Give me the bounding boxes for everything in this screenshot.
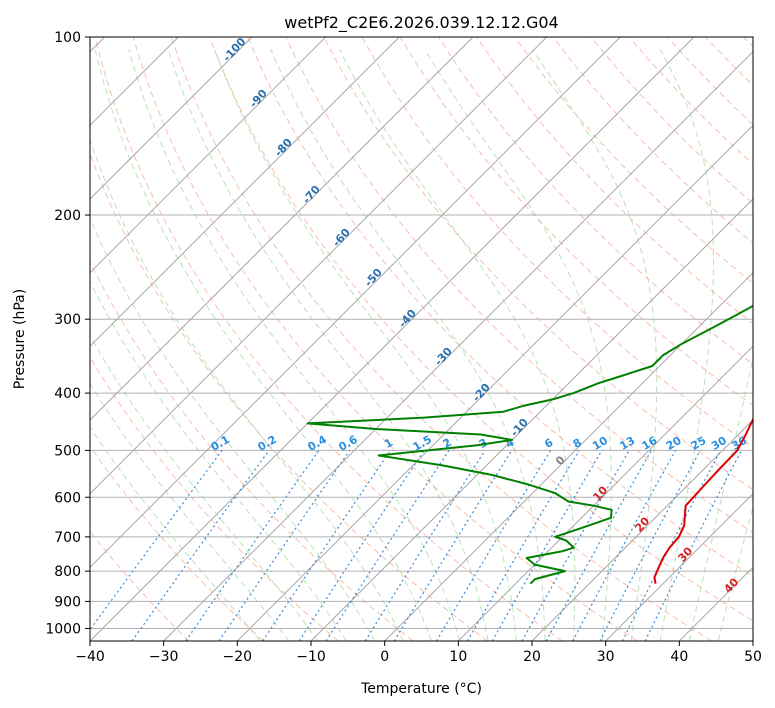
mixing-ratio-line (545, 450, 652, 641)
moist-adiabat (167, 49, 489, 641)
dry-adiabat (209, 37, 753, 622)
mixing-ratio-line (466, 450, 580, 641)
dewpoint-profile (306, 304, 753, 585)
y-tick-label: 400 (54, 386, 81, 402)
mixing-ratio-line (644, 450, 743, 641)
isotherm-gridline (531, 419, 753, 641)
x-tick-label: −30 (149, 649, 179, 665)
moist-adiabat (90, 334, 319, 641)
chart-title: wetPf2_C2E6.2026.039.12.12.G04 (284, 13, 558, 33)
mixing-ratio-line (491, 450, 603, 641)
dry-adiabat (132, 37, 638, 641)
isotherm-gridline (90, 37, 621, 569)
mixing-ratio-line (90, 450, 223, 631)
dry-adiabat (247, 37, 753, 577)
mixing-ratio-line (364, 450, 486, 641)
x-tick-label: −20 (223, 649, 253, 665)
profile-layer (306, 304, 753, 585)
y-tick-label: 500 (54, 443, 81, 459)
dry-adiabat (476, 37, 753, 325)
isotherm-gridline (236, 124, 753, 641)
x-tick-label: −10 (296, 649, 326, 665)
x-tick-label: 30 (597, 649, 615, 665)
x-tick-label: 10 (449, 649, 467, 665)
mixing-ratio-line (599, 450, 701, 641)
x-axis-title: Temperature (°C) (360, 681, 482, 697)
mixing-ratio-line (131, 450, 270, 641)
moist-adiabat (90, 382, 290, 641)
isotherm-gridline (90, 37, 474, 421)
dry-adiabat (514, 37, 753, 284)
isotherm-gridline (457, 345, 753, 641)
plot-frame (89, 36, 754, 642)
isotherm-gridline (605, 492, 753, 641)
mixing-ratio-line (521, 450, 630, 641)
y-tick-label: 700 (54, 530, 81, 546)
isotherm-gridline (90, 37, 695, 641)
moist-adiabat (659, 49, 714, 641)
moist-adiabat (90, 138, 404, 641)
isotherm-gridline (163, 50, 753, 641)
temperature-profile (653, 417, 753, 584)
dry-adiabat (170, 37, 712, 641)
isotherm-gridline (384, 271, 753, 641)
y-tick-label: 600 (54, 490, 81, 506)
dry-adiabat (323, 37, 753, 491)
x-tick-label: 40 (670, 649, 688, 665)
moist-adiabat (214, 49, 517, 641)
mixing-ratio-line (393, 450, 513, 641)
y-tick-label: 800 (54, 564, 81, 580)
moist-adiabat (270, 49, 546, 641)
dry-adiabat (285, 37, 753, 534)
x-tick-label: 50 (744, 649, 762, 665)
isotherm-gridline (90, 37, 253, 200)
y-axis-title: Pressure (hPa) (12, 289, 28, 389)
mixing-ratio-line (325, 450, 450, 641)
y-tick-label: 100 (54, 30, 81, 46)
isotherm-gridline (310, 198, 753, 641)
y-tick-label: 900 (54, 594, 81, 610)
y-tick-label: 300 (54, 312, 81, 328)
y-tick-label: 1000 (45, 621, 81, 637)
moist-adiabat (94, 49, 432, 641)
mixing-ratio-line (572, 450, 677, 641)
isotherm-gridline (90, 37, 548, 495)
moist-adiabat (532, 49, 658, 641)
isotherm-gridline (90, 37, 400, 348)
plot-area (90, 37, 753, 641)
y-tick-label: 200 (54, 208, 81, 224)
dry-adiabat (94, 37, 563, 641)
dry-adiabat (90, 445, 264, 641)
moist-adiabat (90, 280, 347, 641)
moist-adiabat (90, 426, 261, 641)
moist-adiabat (424, 49, 612, 641)
x-tick-label: −40 (75, 649, 105, 665)
axes: −40 −30 −20 −10 0 10 20 30 40 50 100 200 300 400 500 60… (45, 30, 762, 665)
x-tick-label: 0 (380, 649, 389, 665)
x-tick-label: 20 (523, 649, 541, 665)
dry-adiabat (90, 260, 414, 641)
mixing-ratio-line (298, 450, 425, 641)
isotherm-gridline (90, 37, 327, 274)
mixing-ratio-line (435, 450, 552, 641)
moist-adiabat (90, 217, 376, 641)
